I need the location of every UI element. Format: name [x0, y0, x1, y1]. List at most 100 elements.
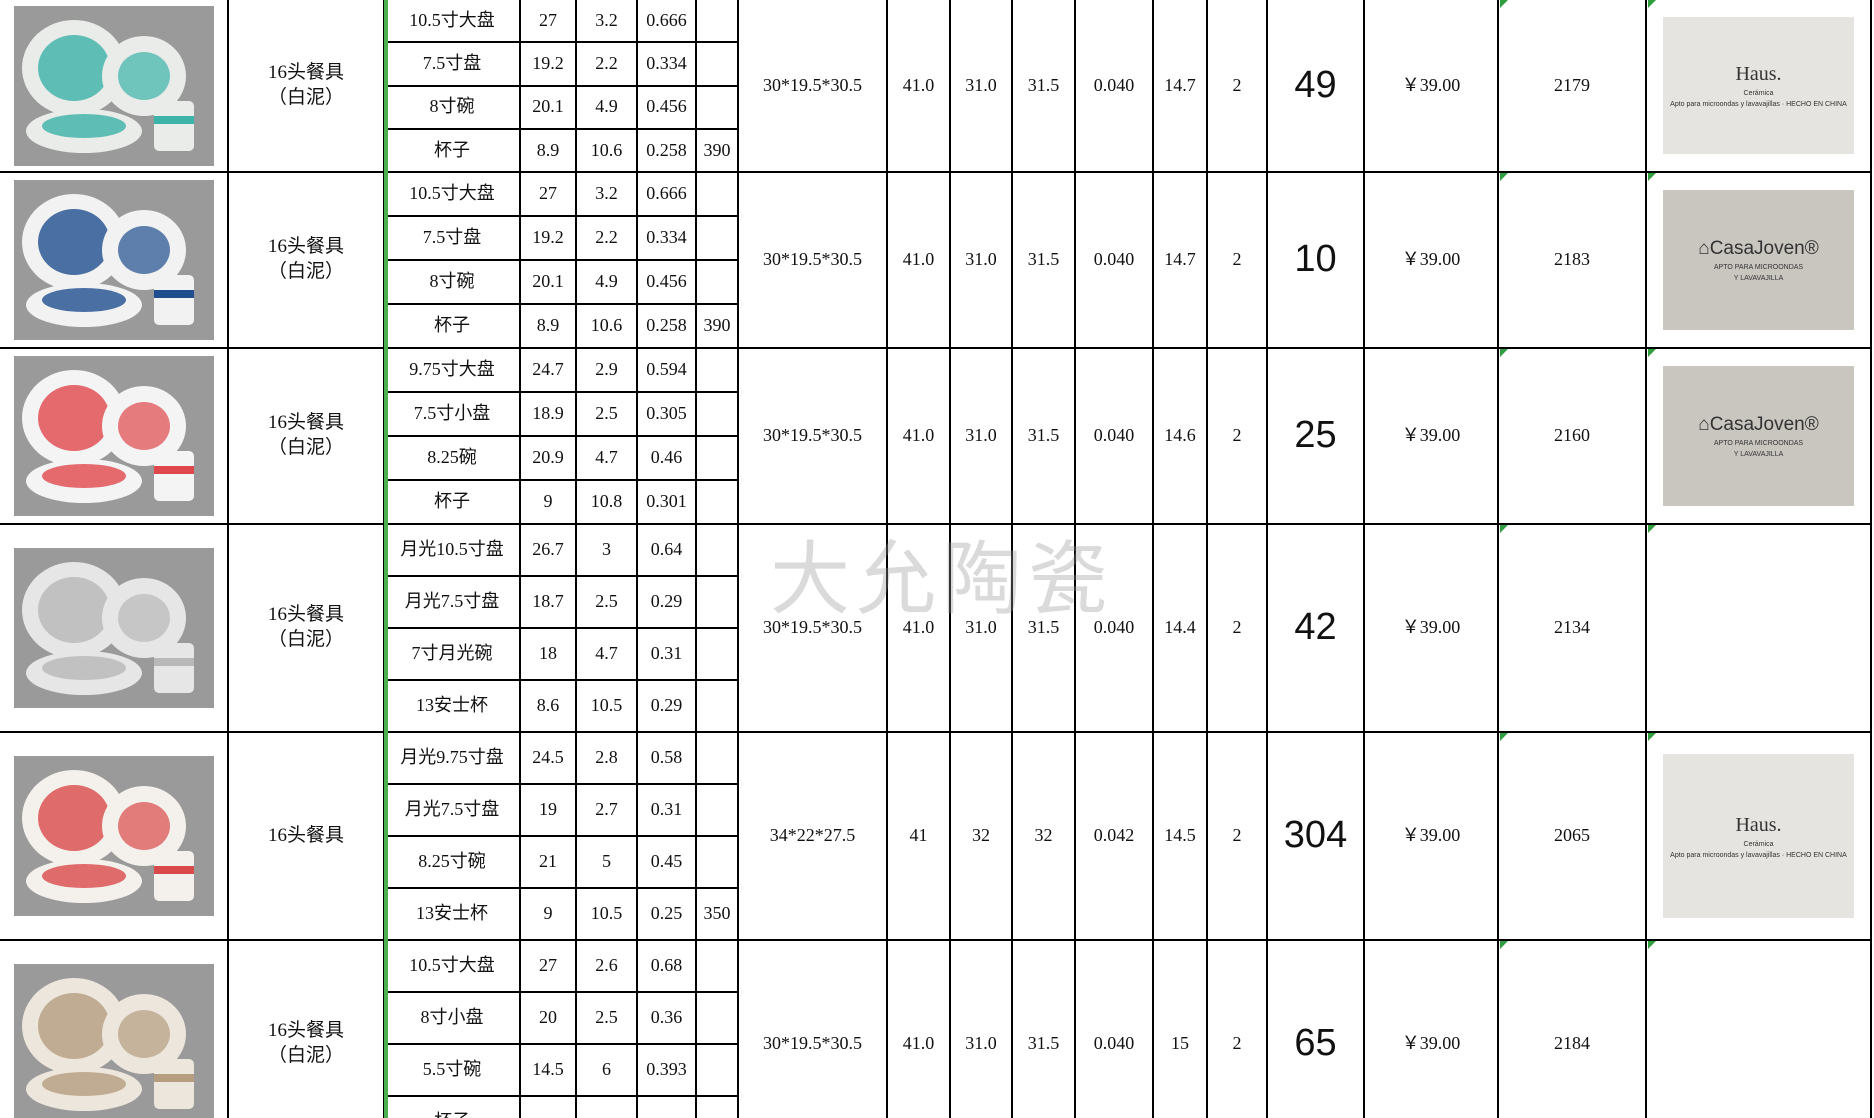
piece-count-cell	[697, 1097, 739, 1118]
part-name: 7寸月光碗	[411, 643, 493, 664]
piece-count-cell: 390	[697, 305, 739, 349]
part-name: 7.5寸小盘	[413, 403, 491, 424]
part-diameter: 18.9	[532, 403, 564, 424]
dim-length: 41.0	[902, 1033, 935, 1054]
product-name: 16头餐具 （白泥）	[267, 1020, 344, 1066]
sets-per-carton-cell: 2	[1208, 525, 1268, 733]
product-photo-cell[interactable]	[0, 349, 229, 525]
part-name: 10.5寸大盘	[409, 955, 495, 976]
part-name-cell: 杯子	[385, 1097, 521, 1118]
unit-price: ￥39.00	[1401, 825, 1461, 846]
piece-count-cell	[697, 217, 739, 261]
brand-name: ⌂CasaJoven®	[1698, 413, 1819, 435]
dim-width-cell: 32	[951, 733, 1013, 941]
blue-stripe-dinnerware-photo	[13, 180, 214, 340]
dim-length-cell: 41.0	[888, 173, 951, 349]
part-name: 月光7.5寸盘	[404, 591, 500, 612]
part-height-cell: 5	[577, 837, 638, 889]
part-diameter-cell: 27	[521, 0, 577, 44]
part-weight: 0.305	[646, 403, 687, 424]
brand-logo-cell: Haus. Cerámica Apto para microondas y lava…	[1647, 733, 1872, 941]
brand-sub: APTO PARA MICROONDAS	[1713, 264, 1804, 272]
product-photo-cell[interactable]	[0, 941, 229, 1118]
part-diameter: 9	[543, 491, 553, 512]
piece-count-cell	[697, 86, 739, 130]
dim-height-cell: 31.5	[1013, 0, 1076, 173]
carton-size-cell: 30*19.5*30.5	[739, 173, 888, 349]
sets-per-carton-cell: 2	[1208, 173, 1268, 349]
sets-per-carton: 2	[1232, 74, 1242, 95]
brand-sub: Cerámica	[1743, 840, 1774, 848]
brand-name: Haus.	[1735, 813, 1782, 836]
part-name: 9.75寸大盘	[409, 359, 495, 380]
piece-count-cell: 390	[697, 129, 739, 173]
comment-marker-icon	[1648, 525, 1656, 533]
volume-cbm-cell: 0.040	[1076, 173, 1154, 349]
part-name-cell: 8.25碗	[385, 437, 521, 481]
gross-weight-cell: 14.5	[1154, 733, 1208, 941]
part-height-cell: 3.2	[577, 0, 638, 44]
part-height: 4.9	[595, 96, 618, 117]
comment-marker-icon	[1648, 0, 1656, 8]
part-weight: 0.334	[646, 227, 687, 248]
part-diameter: 18	[539, 643, 557, 664]
part-diameter-cell: 27	[521, 941, 577, 993]
product-name: 16头餐具 （白泥）	[267, 412, 344, 458]
volume-cbm: 0.040	[1093, 617, 1135, 638]
dim-width-cell: 31.0	[951, 525, 1013, 733]
piece-count-cell	[697, 577, 739, 629]
part-diameter-cell: 19.2	[521, 217, 577, 261]
product-name: 16头餐具 （白泥）	[267, 236, 344, 282]
dim-height-cell: 31.5	[1013, 525, 1076, 733]
part-height: 2.5	[595, 591, 618, 612]
part-diameter: 8.9	[536, 315, 560, 336]
dim-width: 31.0	[965, 425, 997, 446]
product-photo-cell[interactable]	[0, 0, 229, 173]
brand-sub: Cerámica	[1743, 90, 1774, 98]
part-diameter-cell: 19	[521, 785, 577, 837]
part-height: 2.5	[595, 1007, 618, 1028]
part-weight-cell: 0.301	[638, 481, 697, 525]
part-weight: 0.68	[650, 955, 683, 976]
product-photo-cell[interactable]	[0, 525, 229, 733]
brand-logo-cell: ⌂CasaJoven® APTO PARA MICROONDAS Y LAVAVAJ…	[1647, 173, 1872, 349]
item-code-cell: 2179	[1499, 0, 1647, 173]
part-height-cell: 6	[577, 1045, 638, 1097]
part-name: 月光9.75寸盘	[400, 747, 504, 768]
product-name-cell: 16头餐具 （白泥）	[229, 0, 385, 173]
part-height: 5	[602, 851, 611, 872]
stock-quantity-cell: 42	[1268, 525, 1365, 733]
unit-price: ￥39.00	[1401, 1033, 1461, 1054]
part-name-cell: 杯子	[385, 129, 521, 173]
part-diameter: 8.9	[536, 139, 560, 160]
gross-weight-cell: 14.4	[1154, 525, 1208, 733]
carton-size-cell: 30*19.5*30.5	[739, 525, 888, 733]
brand-logo-cell: Haus. Cerámica Apto para microondas y lava…	[1647, 0, 1872, 173]
part-name: 8.25寸碗	[418, 851, 486, 872]
part-diameter: 19	[539, 799, 557, 820]
part-diameter-cell: 24.7	[521, 349, 577, 393]
brand-note: Apto para microondas y lavavajillas · HE…	[1670, 101, 1847, 109]
unit-price-cell: ￥39.00	[1365, 173, 1499, 349]
brand-logo-image: ⌂CasaJoven® APTO PARA MICROONDAS Y LAVAVAJ…	[1662, 366, 1855, 506]
part-height-cell: 10.8	[577, 481, 638, 525]
product-name: 16头餐具	[267, 824, 344, 846]
part-diameter-cell: 8.6	[521, 681, 577, 733]
part-diameter: 27	[539, 955, 557, 976]
product-photo-cell[interactable]	[0, 733, 229, 941]
gross-weight-cell: 14.7	[1154, 0, 1208, 173]
product-photo-cell[interactable]	[0, 173, 229, 349]
part-diameter-cell: 8.9	[521, 129, 577, 173]
part-height: 2.2	[595, 227, 618, 248]
volume-cbm-cell: 0.042	[1076, 733, 1154, 941]
stock-quantity-cell: 25	[1268, 349, 1365, 525]
brand-logo-image: ⌂CasaJoven® APTO PARA MICROONDAS Y LAVAVAJ…	[1662, 190, 1855, 330]
part-name-cell: 月光7.5寸盘	[385, 577, 521, 629]
product-name-cell: 16头餐具 （白泥）	[229, 349, 385, 525]
part-height: 10.6	[590, 139, 623, 160]
part-name: 8寸碗	[429, 96, 475, 117]
brand-logo-cell	[1647, 941, 1872, 1118]
gross-weight: 14.7	[1164, 74, 1196, 95]
part-diameter: 18.7	[532, 591, 564, 612]
dim-height-cell: 31.5	[1013, 349, 1076, 525]
